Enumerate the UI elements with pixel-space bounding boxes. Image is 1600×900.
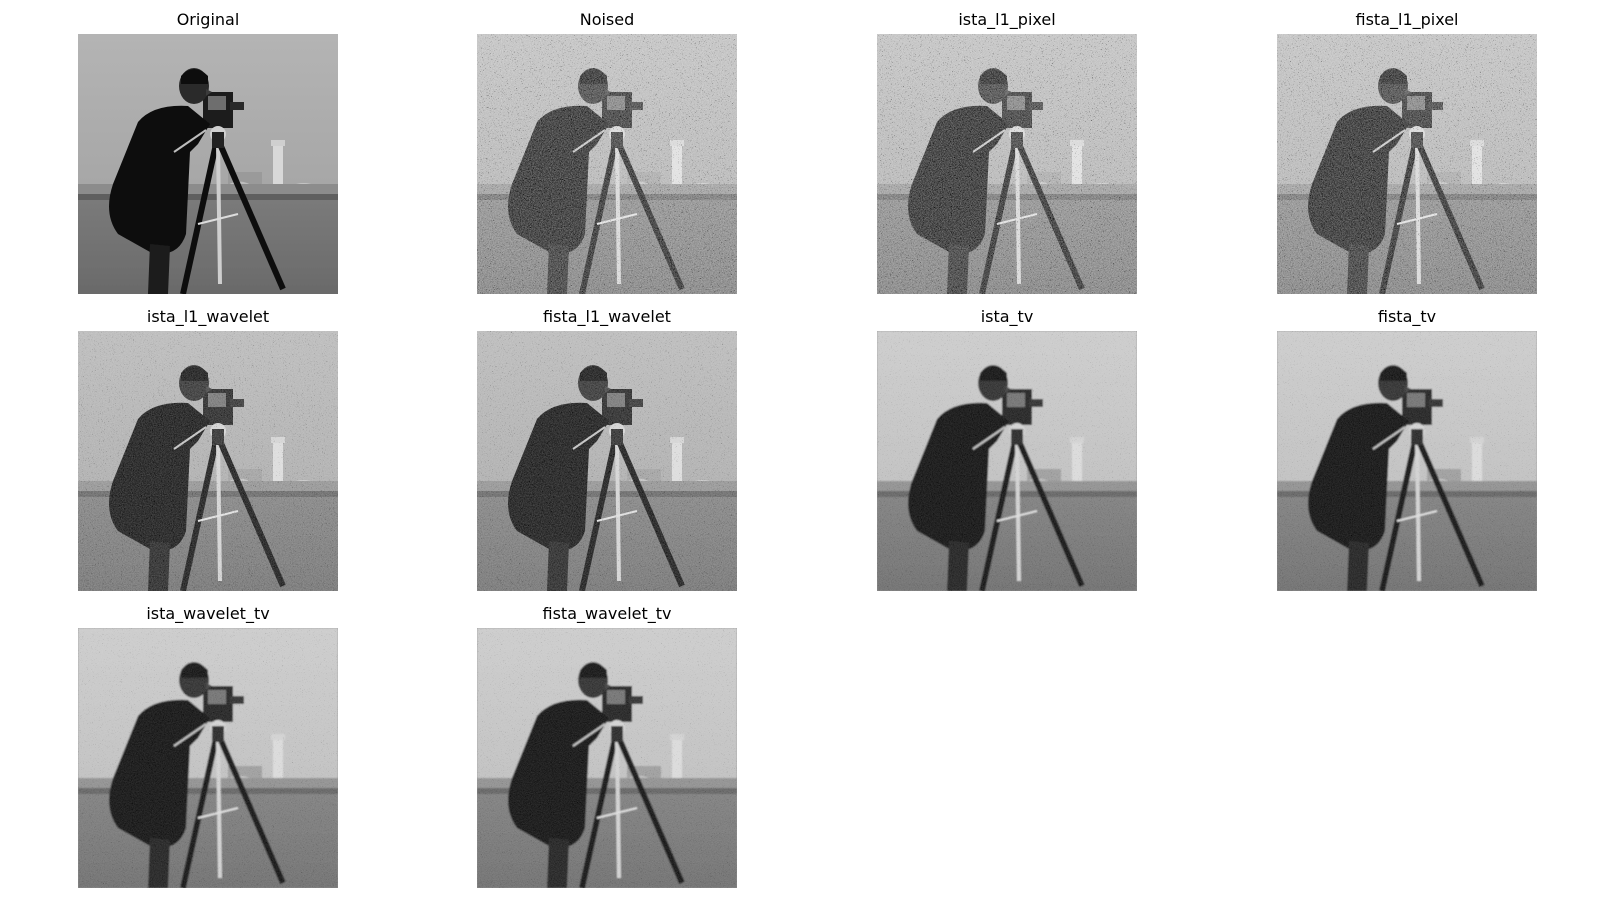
cameraman-image: [477, 331, 737, 591]
panel-title: ista_wavelet_tv: [146, 604, 270, 623]
panel-title: ista_l1_pixel: [958, 10, 1056, 29]
cameraman-image: [78, 34, 338, 294]
cameraman-image: [877, 34, 1137, 294]
cameraman-image: [477, 34, 737, 294]
cameraman-image: [1277, 34, 1537, 294]
panel-title: ista_tv: [980, 307, 1034, 326]
panel-title: fista_l1_wavelet: [543, 307, 671, 326]
panel-title: fista_wavelet_tv: [542, 604, 672, 623]
cameraman-image: [877, 331, 1137, 591]
panel-title: Noised: [579, 10, 635, 29]
cameraman-image: [1277, 331, 1537, 591]
panel-title: fista_tv: [1377, 307, 1437, 326]
cameraman-image: [78, 331, 338, 591]
panel-title: Original: [176, 10, 240, 29]
cameraman-image: [78, 628, 338, 888]
cameraman-image: [477, 628, 737, 888]
panel-title: fista_l1_pixel: [1355, 10, 1459, 29]
panel-title: ista_l1_wavelet: [146, 307, 270, 326]
